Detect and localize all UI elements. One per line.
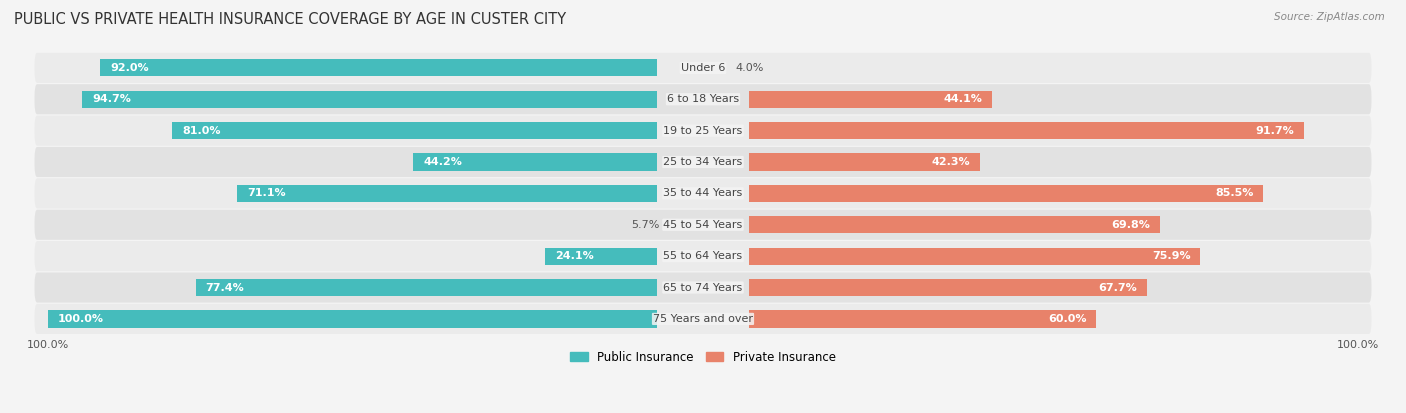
Text: 67.7%: 67.7%: [1098, 282, 1137, 292]
FancyBboxPatch shape: [35, 84, 1371, 114]
Text: 25 to 34 Years: 25 to 34 Years: [664, 157, 742, 167]
Bar: [749, 153, 980, 171]
Text: 44.1%: 44.1%: [943, 94, 983, 104]
Text: 5.7%: 5.7%: [631, 220, 659, 230]
Text: Under 6: Under 6: [681, 63, 725, 73]
Text: 19 to 25 Years: 19 to 25 Years: [664, 126, 742, 135]
Bar: [195, 279, 657, 296]
Bar: [749, 247, 1201, 265]
Text: 81.0%: 81.0%: [183, 126, 221, 135]
Bar: [100, 59, 657, 76]
Text: PUBLIC VS PRIVATE HEALTH INSURANCE COVERAGE BY AGE IN CUSTER CITY: PUBLIC VS PRIVATE HEALTH INSURANCE COVER…: [14, 12, 567, 27]
Text: 75.9%: 75.9%: [1152, 251, 1191, 261]
Text: 44.2%: 44.2%: [423, 157, 463, 167]
Text: 55 to 64 Years: 55 to 64 Years: [664, 251, 742, 261]
Text: 94.7%: 94.7%: [93, 94, 131, 104]
Text: 4.0%: 4.0%: [735, 63, 763, 73]
Legend: Public Insurance, Private Insurance: Public Insurance, Private Insurance: [565, 346, 841, 368]
FancyBboxPatch shape: [35, 116, 1371, 146]
Text: 100.0%: 100.0%: [58, 314, 104, 324]
Text: 42.3%: 42.3%: [932, 157, 970, 167]
FancyBboxPatch shape: [35, 304, 1371, 334]
Text: 69.8%: 69.8%: [1112, 220, 1150, 230]
Bar: [749, 279, 1147, 296]
FancyBboxPatch shape: [35, 273, 1371, 303]
Text: 65 to 74 Years: 65 to 74 Years: [664, 282, 742, 292]
FancyBboxPatch shape: [35, 210, 1371, 240]
Text: Source: ZipAtlas.com: Source: ZipAtlas.com: [1274, 12, 1385, 22]
Bar: [749, 90, 993, 108]
Bar: [48, 310, 657, 328]
FancyBboxPatch shape: [35, 53, 1371, 83]
FancyBboxPatch shape: [35, 178, 1371, 209]
FancyBboxPatch shape: [35, 241, 1371, 271]
FancyBboxPatch shape: [35, 147, 1371, 177]
Bar: [749, 185, 1263, 202]
Bar: [173, 122, 657, 139]
Bar: [413, 153, 657, 171]
Bar: [749, 122, 1303, 139]
Bar: [238, 185, 657, 202]
Text: 24.1%: 24.1%: [555, 251, 593, 261]
Text: 35 to 44 Years: 35 to 44 Years: [664, 188, 742, 198]
Text: 71.1%: 71.1%: [247, 188, 285, 198]
Text: 60.0%: 60.0%: [1047, 314, 1087, 324]
Text: 75 Years and over: 75 Years and over: [652, 314, 754, 324]
Bar: [749, 310, 1097, 328]
Text: 85.5%: 85.5%: [1215, 188, 1253, 198]
Bar: [546, 247, 657, 265]
Text: 91.7%: 91.7%: [1256, 126, 1294, 135]
Text: 77.4%: 77.4%: [205, 282, 245, 292]
Bar: [83, 90, 657, 108]
Text: 6 to 18 Years: 6 to 18 Years: [666, 94, 740, 104]
Bar: [749, 216, 1160, 233]
Text: 45 to 54 Years: 45 to 54 Years: [664, 220, 742, 230]
Text: 92.0%: 92.0%: [110, 63, 149, 73]
